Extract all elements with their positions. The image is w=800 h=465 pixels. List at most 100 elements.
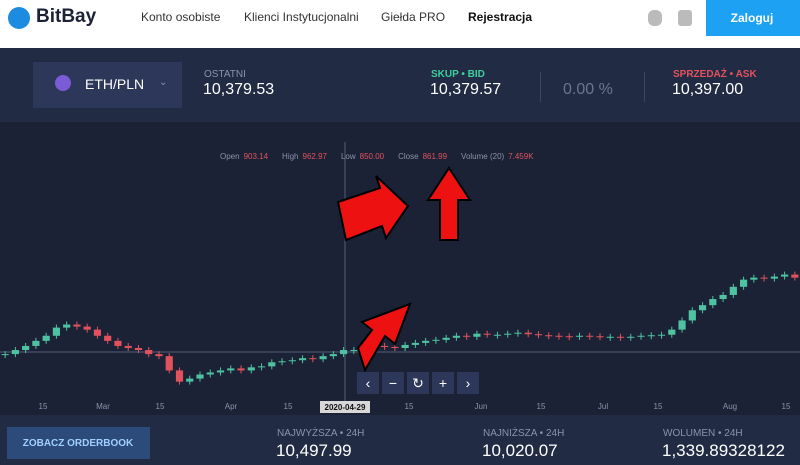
candle [298, 358, 307, 361]
x-tick-label: Jun [475, 402, 488, 411]
candle [63, 324, 71, 328]
candle [196, 374, 204, 379]
legend-value: 7.459K [508, 152, 534, 161]
candle [350, 350, 358, 352]
candle [257, 366, 266, 368]
candle [124, 345, 132, 348]
candle [165, 356, 173, 371]
candle [186, 378, 194, 382]
candle [340, 350, 348, 355]
candle [206, 372, 214, 375]
legend-value: 850.00 [360, 152, 385, 161]
login-button[interactable]: Zaloguj [706, 0, 800, 36]
candle [575, 335, 584, 337]
divider [540, 72, 541, 102]
x-tick-label: 15 [405, 402, 414, 411]
candle [93, 329, 102, 336]
candle [627, 336, 635, 338]
candle [104, 335, 112, 341]
logo[interactable]: BitBay [36, 6, 97, 27]
ticker-bar: ETH/PLN ⌄ OSTATNI 10,379.53 SKUP • BID 1… [0, 48, 800, 122]
candle [473, 333, 481, 337]
nav-link[interactable]: Rejestracja [468, 10, 533, 24]
divider [644, 72, 645, 102]
legend-label: High [282, 152, 298, 161]
chart-button[interactable] [357, 372, 379, 394]
nav-link[interactable]: Konto osobiste [141, 10, 221, 24]
legend-label: Low [341, 152, 356, 161]
candle [565, 336, 573, 338]
candle [319, 356, 327, 360]
last-label: OSTATNI [204, 69, 246, 80]
candle [145, 350, 153, 355]
candle [616, 336, 625, 338]
last-price: 10,379.53 [203, 81, 275, 98]
candle [442, 337, 450, 340]
chart-button[interactable] [457, 372, 479, 394]
candle [381, 345, 389, 347]
arrow-annotation [426, 166, 472, 241]
x-tick-label: Aug [723, 402, 737, 411]
ask-price: 10,397.00 [672, 81, 744, 98]
change: 0.00 % [563, 81, 613, 98]
candle [11, 350, 19, 355]
candle [391, 346, 399, 348]
chart-button-icon: ↻ [412, 375, 424, 391]
candle [247, 367, 255, 371]
stat-label: NAJWYŻSZA • 24H [277, 428, 365, 439]
apple-icon[interactable] [648, 10, 662, 26]
x-tick-label: Jul [598, 402, 608, 411]
footer-bar: ZOBACZ ORDERBOOK NAJWYŻSZA • 24H 10,497.… [0, 415, 800, 465]
pair-selector[interactable]: ETH/PLN ⌄ [33, 62, 182, 108]
candle [1, 354, 9, 356]
stat-label: NAJNIŻSZA • 24H [483, 428, 565, 439]
candle [637, 335, 645, 337]
candle [227, 368, 235, 371]
candle [268, 362, 276, 367]
candle [760, 277, 768, 279]
candle [32, 340, 40, 346]
orderbook-button[interactable]: ZOBACZ ORDERBOOK [7, 427, 150, 459]
eth-icon [55, 75, 71, 91]
candle [463, 335, 471, 337]
x-tick-label: Mar [96, 402, 110, 411]
legend-label: Volume (20) [461, 152, 504, 161]
chart-button-icon: › [466, 375, 471, 391]
candle [237, 368, 245, 371]
candle [514, 332, 522, 334]
orderbook-text: ZOBACZ ORDERBOOK [22, 438, 134, 449]
legend-label: Open [220, 152, 240, 161]
candle [791, 274, 799, 278]
candle [309, 358, 317, 360]
candle [688, 310, 696, 321]
x-tick-label: Apr [225, 402, 238, 411]
candle [534, 334, 543, 336]
arrow-annotation [356, 302, 412, 373]
candle [698, 305, 707, 311]
chart-controls: ‹ − ↻ + › [357, 372, 479, 394]
candle [750, 277, 758, 280]
stat-value: 10,497.99 [276, 441, 352, 460]
nav-link[interactable]: Klienci Instytucjonalni [244, 10, 359, 24]
logo-icon [8, 7, 30, 29]
candle [524, 332, 532, 335]
arrow-annotation [336, 175, 410, 242]
candle [288, 360, 296, 362]
candle [52, 327, 60, 336]
stat-label: WOLUMEN • 24H [663, 428, 743, 439]
chart-button[interactable] [432, 372, 454, 394]
candle [73, 324, 81, 327]
navbar: BitBay Konto osobiste Klienci Instytucjo… [0, 0, 800, 48]
login-text: Zaloguj [730, 11, 774, 25]
chart-button[interactable] [407, 372, 429, 394]
candle [740, 279, 748, 287]
nav-link[interactable]: Giełda PRO [381, 10, 446, 24]
chart-button[interactable] [382, 372, 404, 394]
android-icon[interactable] [678, 10, 692, 26]
legend-value: 962.97 [303, 152, 328, 161]
candle [329, 354, 337, 357]
pair: ETH/PLN [85, 76, 145, 92]
legend-value: 861.99 [423, 152, 448, 161]
chevron: ⌄ [159, 77, 168, 88]
x-tick-label: 15 [654, 402, 663, 411]
